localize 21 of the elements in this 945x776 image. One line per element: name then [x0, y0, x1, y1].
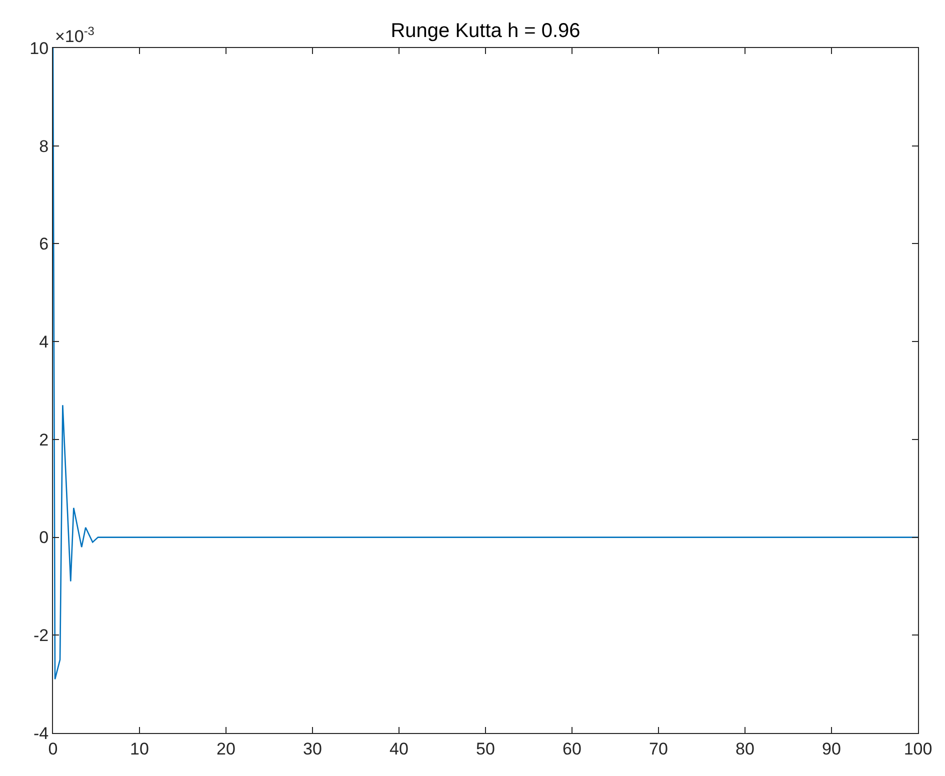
y-tick-label: 2	[39, 430, 49, 450]
x-tick-label: 10	[130, 739, 149, 758]
y-tick-label: 6	[39, 234, 49, 254]
y-tick-label: 0	[39, 528, 49, 548]
y-tick-label: -2	[33, 626, 49, 646]
line-series	[53, 48, 918, 680]
x-tick-label: 100	[904, 739, 932, 758]
x-tick-label: 20	[216, 739, 236, 758]
y-tick-label: 8	[39, 136, 49, 156]
x-tick-label: 50	[476, 739, 495, 758]
chart-title: Runge Kutta h = 0.96	[390, 20, 580, 42]
y-tick-label: 10	[30, 38, 49, 58]
x-tick-label: 80	[736, 739, 754, 758]
y-tick-label: -4	[33, 724, 49, 743]
text: ×10$^{-3}$	[55, 24, 95, 46]
x-tick-label: 60	[562, 739, 582, 758]
x-tick-label: 90	[822, 739, 841, 758]
x-tick-label: 30	[303, 739, 322, 758]
x-tick-label: 70	[649, 739, 668, 758]
x-tick-label: 40	[390, 739, 408, 758]
y-tick-label: 4	[39, 332, 49, 352]
